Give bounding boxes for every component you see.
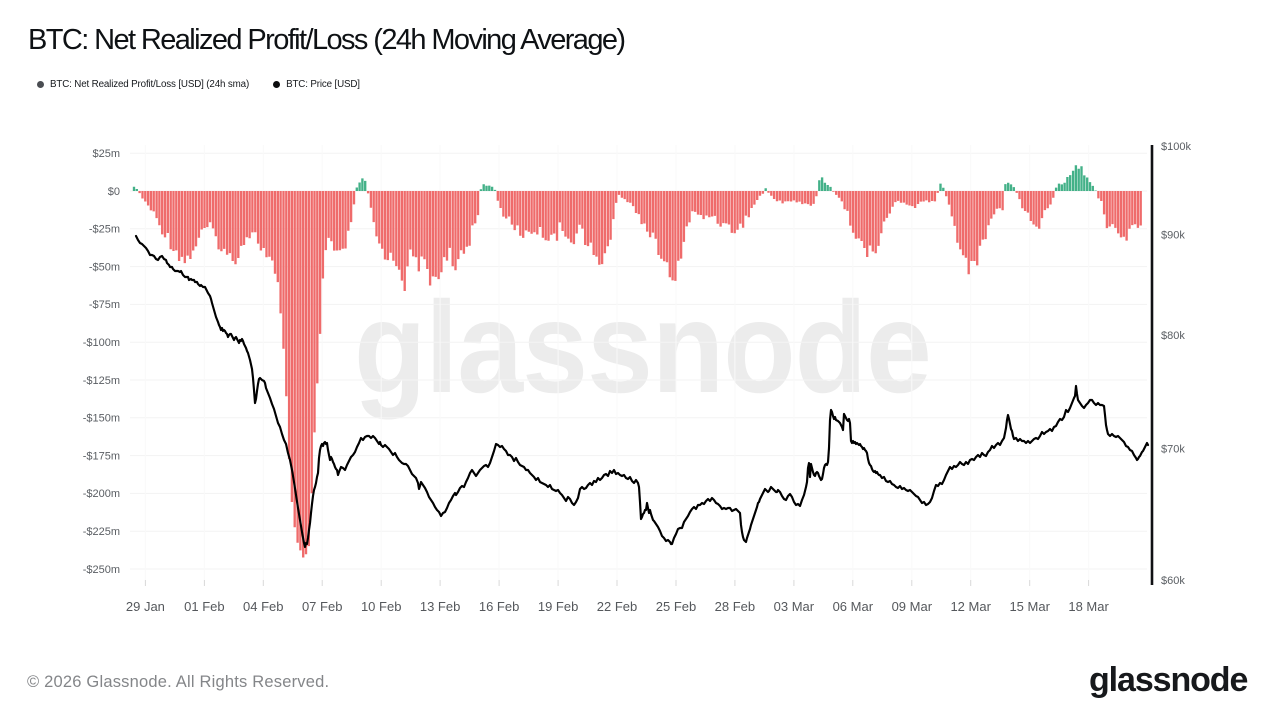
svg-text:12 Mar: 12 Mar	[950, 599, 991, 614]
svg-text:16 Feb: 16 Feb	[479, 599, 519, 614]
svg-text:-$50m: -$50m	[89, 261, 120, 273]
svg-text:-$125m: -$125m	[83, 375, 120, 387]
svg-text:$0: $0	[108, 186, 120, 198]
svg-text:-$75m: -$75m	[89, 299, 120, 311]
svg-text:25 Feb: 25 Feb	[656, 599, 696, 614]
svg-text:04 Feb: 04 Feb	[243, 599, 283, 614]
svg-text:28 Feb: 28 Feb	[715, 599, 755, 614]
svg-text:01 Feb: 01 Feb	[184, 599, 224, 614]
svg-text:06 Mar: 06 Mar	[833, 599, 874, 614]
svg-text:10 Feb: 10 Feb	[361, 599, 401, 614]
svg-text:-$100m: -$100m	[83, 337, 120, 349]
svg-text:-$150m: -$150m	[83, 413, 120, 425]
svg-text:07 Feb: 07 Feb	[302, 599, 342, 614]
svg-text:29 Jan: 29 Jan	[126, 599, 165, 614]
svg-text:$80k: $80k	[1161, 330, 1185, 342]
svg-text:15 Mar: 15 Mar	[1009, 599, 1050, 614]
svg-text:13 Feb: 13 Feb	[420, 599, 460, 614]
svg-text:$70k: $70k	[1161, 443, 1185, 455]
svg-text:$90k: $90k	[1161, 229, 1185, 241]
svg-text:-$225m: -$225m	[83, 526, 120, 538]
svg-text:$25m: $25m	[92, 148, 120, 160]
svg-text:09 Mar: 09 Mar	[892, 599, 933, 614]
svg-text:$60k: $60k	[1161, 575, 1185, 587]
svg-text:-$175m: -$175m	[83, 450, 120, 462]
svg-text:-$200m: -$200m	[83, 488, 120, 500]
svg-text:03 Mar: 03 Mar	[774, 599, 815, 614]
svg-text:22 Feb: 22 Feb	[597, 599, 637, 614]
svg-text:18 Mar: 18 Mar	[1068, 599, 1109, 614]
svg-text:-$250m: -$250m	[83, 564, 120, 576]
svg-text:19 Feb: 19 Feb	[538, 599, 578, 614]
svg-text:-$25m: -$25m	[89, 224, 120, 236]
svg-text:$100k: $100k	[1161, 141, 1191, 153]
